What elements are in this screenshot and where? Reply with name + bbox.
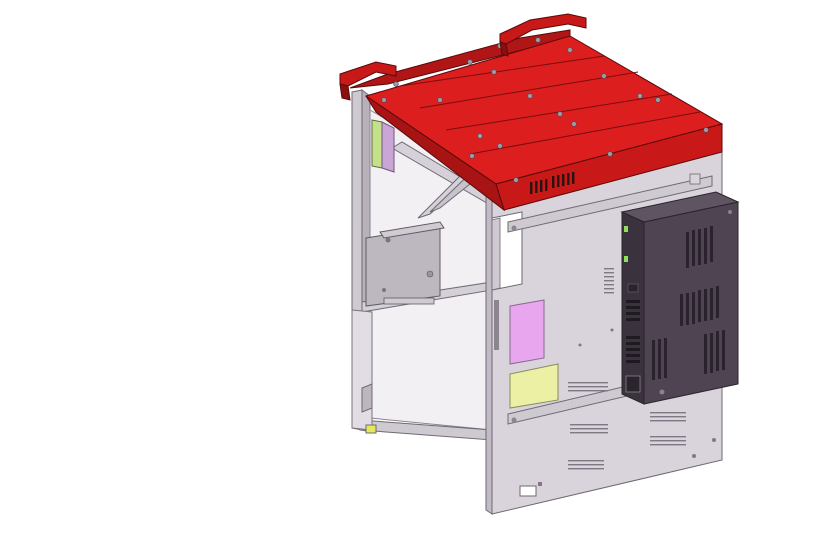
left-connector-strip <box>371 119 395 173</box>
right-handle <box>499 13 587 57</box>
top-cover <box>349 29 724 212</box>
power-supply-unit <box>620 191 740 405</box>
foot-marker <box>365 424 377 434</box>
magenta-label <box>509 299 545 365</box>
mounting-bracket <box>365 221 445 307</box>
yellow-label <box>509 363 559 409</box>
left-handle <box>339 61 397 101</box>
